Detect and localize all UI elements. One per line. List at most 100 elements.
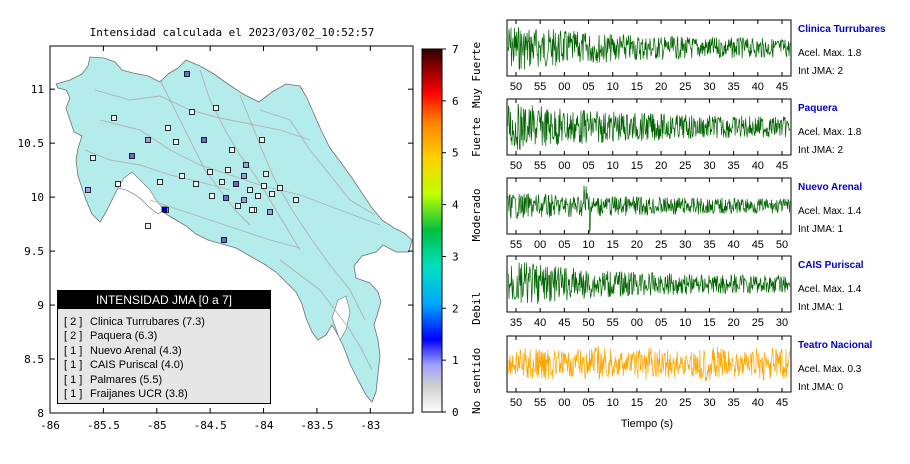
costa-rica-land (55, 56, 413, 403)
station-marker (209, 193, 215, 199)
station-marker (269, 191, 275, 197)
time-tick-label: 00 (631, 317, 643, 329)
time-tick-label: 00 (534, 239, 546, 251)
colorbar-label: Moderado (470, 188, 483, 241)
station-marker (165, 125, 171, 131)
waveform-panel: 55 00 05 10 15 20 25 30 35 40 45 50 Nuevo Arenal Acel… (506, 177, 862, 251)
time-tick-label: 30 (703, 81, 715, 93)
max-acceleration: Acel. Max. 1.8 (798, 48, 862, 59)
station-marker (267, 209, 273, 215)
map-frame (49, 45, 414, 414)
time-tick-label: 25 (679, 397, 691, 409)
time-tick-label: 10 (582, 239, 594, 251)
time-tick-label: 35 (510, 317, 522, 329)
station-marker (157, 179, 163, 185)
legend-station: Clinica Turrubares (7.3) (90, 316, 205, 328)
lat-tick-label: 8 (37, 407, 44, 420)
time-tick-label: 15 (631, 397, 643, 409)
legend-station: Nuevo Arenal (4.3) (90, 344, 182, 357)
colorbar-labels: No sentido Debil Moderado Fuerte Muy Fuerte (470, 42, 483, 414)
time-tick-label: 30 (703, 160, 715, 172)
station-marker (259, 137, 265, 143)
time-tick-label: 00 (558, 81, 570, 93)
colorbar-tick-label: 7 (452, 43, 459, 56)
station-marker (129, 153, 135, 159)
legend-list: [ 2 ] Clinica Turrubares (7.3) [ 2 ] Paque… (58, 309, 270, 401)
time-tick-label: 30 (703, 397, 715, 409)
time-tick-label: 00 (558, 397, 570, 409)
colorbar-label: Debil (470, 292, 483, 325)
colorbar-tick-label: 2 (452, 302, 459, 315)
time-tick-label: 45 (776, 160, 788, 172)
jma-intensity: Int JMA: 1 (798, 302, 843, 313)
waveform-trace (507, 27, 791, 70)
time-tick-label: 45 (752, 239, 764, 251)
colorbar-label: Muy Fuerte (470, 42, 483, 108)
waveform-panel: 35 40 45 50 55 00 05 10 15 20 25 30 CAIS Puriscal Ace… (506, 255, 864, 329)
legend-rank: [ 2 ] (64, 330, 83, 343)
time-tick-label: 15 (607, 239, 619, 251)
time-tick-label: 10 (607, 160, 619, 172)
legend-rank: [ 2 ] (64, 316, 83, 328)
legend-rank: [ 1 ] (64, 359, 83, 372)
legend-item: [ 1 ] CAIS Puriscal (4.0) (64, 358, 270, 372)
legend-item: [ 1 ] Palmares (5.5) (64, 373, 270, 387)
jma-intensity: Int JMA: 0 (798, 382, 843, 393)
time-tick-label: 50 (582, 317, 594, 329)
time-tick-label: 25 (679, 81, 691, 93)
legend-rank: [ 1 ] (64, 388, 83, 401)
station-marker (247, 187, 253, 193)
time-tick-label: 20 (655, 397, 667, 409)
jma-intensity: Int JMA: 2 (798, 66, 843, 77)
lat-tick-label: 9.5 (24, 245, 44, 258)
station-marker (201, 137, 207, 143)
jma-intensity: Int JMA: 2 (798, 145, 843, 156)
station-marker (85, 187, 91, 193)
station-name: Nuevo Arenal (798, 182, 862, 193)
intensity-colorbar: 0 1 2 3 4 5 6 7 No sentido Debil Moderado Fuerte Mu… (421, 42, 483, 419)
station-marker (293, 197, 299, 203)
legend-item: [ 2 ] Clinica Turrubares (7.3) (64, 315, 270, 329)
station-marker (207, 169, 213, 175)
latitude-axis: 8 8.5 9 9.5 10 10.5 11 (18, 83, 413, 420)
waveform-panel: 50 55 00 05 10 15 20 25 30 35 40 45 Teatro Nacional A… (506, 335, 872, 409)
time-tick-label: 50 (510, 81, 522, 93)
station-marker (179, 173, 185, 179)
colorbar-tick-label: 6 (452, 95, 459, 108)
station-marker (233, 181, 239, 187)
time-tick-label: 10 (679, 317, 691, 329)
colorbar-tick-label: 5 (452, 147, 459, 160)
station-marker (111, 115, 117, 121)
time-tick-label: 45 (558, 317, 570, 329)
time-tick-label: 05 (655, 317, 667, 329)
station-marker (161, 206, 168, 213)
time-tick-label: 15 (631, 81, 643, 93)
waveform-trace (507, 185, 791, 233)
legend-item: [ 1 ] Fraijanes UCR (3.8) (64, 387, 270, 401)
time-tick-label: 55 (534, 397, 546, 409)
legend-rank: [ 1 ] (64, 373, 83, 386)
time-tick-label: 15 (703, 317, 715, 329)
waveform-frame (506, 335, 792, 393)
station-marker (213, 105, 219, 111)
time-tick-label: 55 (534, 81, 546, 93)
time-tick-label: 40 (752, 81, 764, 93)
station-marker (221, 237, 227, 243)
lat-tick-label: 10 (31, 191, 44, 204)
colorbar-tick-label: 1 (452, 354, 459, 367)
legend-station: CAIS Puriscal (4.0) (90, 359, 184, 372)
time-tick-label: 10 (607, 397, 619, 409)
time-tick-label: 10 (607, 81, 619, 93)
lon-tick-label: -84 (254, 419, 274, 432)
time-tick-label: 35 (728, 397, 740, 409)
time-tick-label: 05 (582, 81, 594, 93)
station-marker (261, 183, 267, 189)
station-marker (235, 203, 241, 209)
station-marker (243, 162, 249, 168)
time-tick-label: 40 (534, 317, 546, 329)
time-tick-label: 35 (728, 160, 740, 172)
lon-tick-label: -83 (360, 419, 380, 432)
station-marker (219, 179, 225, 185)
